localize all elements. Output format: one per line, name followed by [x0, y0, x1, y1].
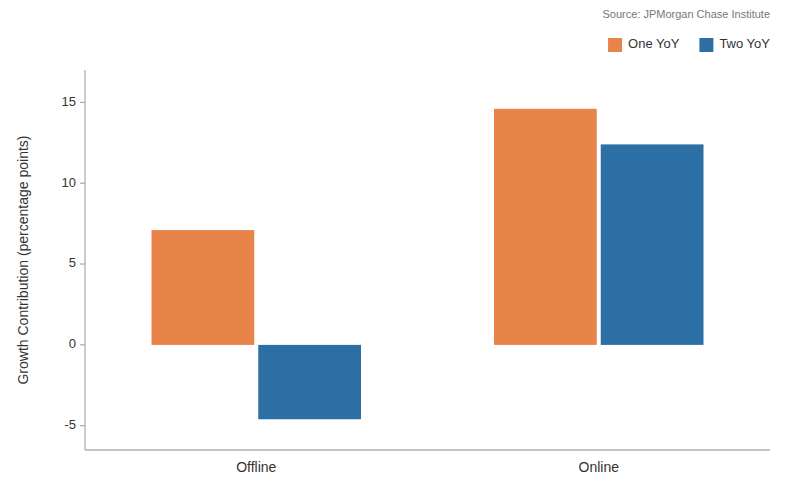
background: [0, 0, 800, 500]
y-tick-label: 10: [62, 175, 76, 190]
legend-item: Two YoY: [699, 36, 770, 52]
legend-swatch: [608, 38, 622, 52]
y-tick-label: -5: [64, 417, 76, 432]
y-axis: -5 0 5 10 15: [62, 70, 85, 450]
y-tick: [80, 344, 85, 345]
annotation: Source: JPMorgan Chase Institute: [602, 8, 770, 20]
bar: [494, 109, 597, 345]
legend: One YoY Two YoY: [608, 36, 770, 52]
x-tick-label: Online: [579, 459, 620, 475]
bar: [152, 230, 255, 345]
y-tick: [80, 102, 85, 103]
x-axis-line: [85, 450, 770, 451]
y-tick-label: 0: [69, 336, 76, 351]
x-axis: Offline Online: [85, 450, 770, 475]
bar: [601, 144, 704, 345]
y-tick: [80, 264, 85, 265]
legend-label: Two YoY: [719, 36, 770, 51]
y-tick-label: 15: [62, 94, 76, 109]
chart: -5 0 5 10 15 Growth Contribution (percentage …: [0, 0, 800, 500]
y-tick: [80, 425, 85, 426]
y-tick: [80, 183, 85, 184]
legend-label: One YoY: [628, 36, 680, 51]
bar: [258, 345, 361, 419]
legend-swatch: [699, 38, 713, 52]
y-axis-label: Growth Contribution (percentage points): [15, 135, 31, 384]
bars: [152, 109, 704, 419]
legend-item: One YoY: [608, 36, 680, 52]
x-tick-label: Offline: [236, 459, 276, 475]
chart-container: -5 0 5 10 15 Growth Contribution (percentage …: [0, 0, 800, 500]
y-axis-line: [85, 70, 86, 450]
y-tick-label: 5: [69, 255, 76, 270]
